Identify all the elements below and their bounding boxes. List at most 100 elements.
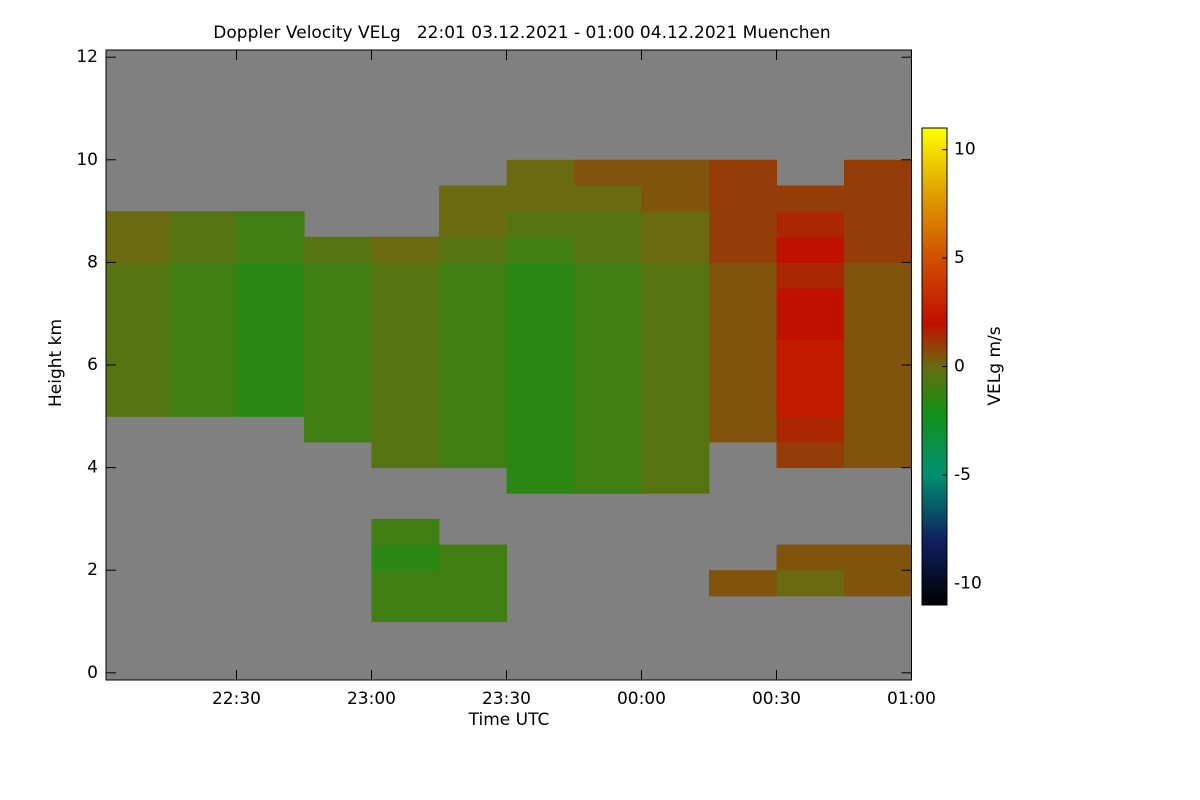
heatmap-cell	[168, 236, 237, 263]
heatmap-cell	[106, 313, 170, 340]
heatmap-cell	[236, 313, 305, 340]
heatmap-cell	[641, 365, 710, 392]
heatmap-cell	[843, 313, 912, 340]
heatmap-cell	[506, 339, 575, 366]
heatmap-cell	[236, 390, 305, 417]
heatmap-cell	[573, 467, 642, 494]
heatmap-cell	[371, 441, 440, 469]
heatmap-cell	[708, 390, 777, 417]
heatmap-cell	[438, 570, 507, 597]
heatmap-cell	[641, 211, 710, 238]
heatmap-cell	[303, 288, 372, 315]
heatmap-cell	[641, 416, 710, 443]
heatmap-cell	[438, 339, 507, 366]
heatmap-cell	[236, 288, 305, 315]
heatmap-cell	[843, 390, 912, 417]
y-tick-label: 4	[87, 458, 98, 478]
heatmap-cell	[843, 159, 912, 186]
heatmap-cell	[641, 390, 710, 417]
heatmap-cell	[168, 339, 237, 366]
heatmap-cell	[303, 262, 372, 289]
heatmap-cell	[843, 288, 912, 315]
heatmap-cell	[573, 236, 642, 263]
heatmap-cell	[438, 416, 507, 443]
heatmap-cell	[371, 288, 440, 315]
heatmap-cell	[843, 570, 912, 597]
y-tick-label: 12	[76, 47, 98, 67]
heatmap-cell	[708, 313, 777, 340]
heatmap-cell	[776, 262, 845, 289]
heatmap-cell	[843, 416, 912, 443]
x-tick-label: 00:30	[752, 689, 801, 709]
heatmap-cell	[438, 365, 507, 392]
heatmap-cell	[106, 365, 170, 392]
heatmap-cell	[776, 416, 845, 443]
heatmap-cell	[303, 416, 372, 443]
heatmap-cell	[708, 236, 777, 263]
heatmap-cell	[371, 416, 440, 443]
colorbar-tick-label: 0	[954, 357, 965, 377]
heatmap-cell	[843, 185, 912, 212]
heatmap-cell	[371, 262, 440, 289]
heatmap-cell	[776, 544, 845, 571]
heatmap-cell	[438, 288, 507, 315]
heatmap-cell	[641, 313, 710, 340]
heatmap-cell	[236, 262, 305, 289]
heatmap-cell	[573, 339, 642, 366]
heatmap-cell	[573, 441, 642, 469]
y-tick-label: 6	[87, 355, 98, 375]
heatmap-cell	[506, 236, 575, 263]
heatmap-cell	[843, 236, 912, 263]
heatmap-cell	[506, 467, 575, 494]
heatmap-cell	[303, 236, 372, 263]
heatmap-cell	[641, 339, 710, 366]
heatmap-cell	[236, 365, 305, 392]
heatmap-cell	[168, 390, 237, 417]
heatmap-cell	[506, 365, 575, 392]
colorbar-tick-label: -10	[954, 573, 982, 593]
y-axis-label: Height km	[46, 319, 66, 407]
heatmap-cell	[168, 262, 237, 289]
heatmap-cell	[708, 416, 777, 443]
x-tick-label: 23:00	[347, 689, 396, 709]
heatmap-cell	[236, 236, 305, 263]
heatmap-cell	[843, 262, 912, 289]
heatmap-cell	[776, 288, 845, 315]
heatmap-cell	[776, 570, 845, 597]
heatmap-cell	[776, 441, 845, 469]
chart-title: Doppler Velocity VELg 22:01 03.12.2021 -…	[213, 23, 830, 43]
heatmap-cell	[708, 288, 777, 315]
heatmap-cell	[371, 570, 440, 597]
heatmap-cell	[843, 211, 912, 238]
heatmap-cell	[641, 288, 710, 315]
y-tick-label: 2	[87, 560, 98, 580]
heatmap-cell	[371, 365, 440, 392]
heatmap-cell	[708, 570, 777, 597]
colorbar-label: VELg m/s	[985, 326, 1005, 405]
heatmap-cell	[708, 365, 777, 392]
heatmap-cell	[776, 211, 845, 238]
heatmap-cell	[573, 288, 642, 315]
heatmap-cell	[303, 313, 372, 340]
heatmap-cell	[573, 211, 642, 238]
x-axis-label: Time UTC	[468, 710, 550, 730]
heatmap-cell	[106, 339, 170, 366]
heatmap-cell	[776, 365, 845, 392]
heatmap-cell	[438, 313, 507, 340]
heatmap-cell	[708, 339, 777, 366]
heatmap-cell	[106, 288, 170, 315]
heatmap-cell	[843, 339, 912, 366]
heatmap-cell	[106, 262, 170, 289]
x-tick-label: 23:30	[482, 689, 531, 709]
heatmap-cell	[776, 236, 845, 263]
heatmap-cell	[708, 159, 777, 186]
heatmap-cell	[438, 211, 507, 238]
heatmap-cell	[438, 441, 507, 469]
heatmap-cell	[641, 467, 710, 494]
heatmap-cell	[506, 185, 575, 212]
heatmap-cell	[371, 313, 440, 340]
heatmap-cell	[506, 313, 575, 340]
colorbar-tick-label: 10	[954, 140, 976, 160]
heatmap-cell	[371, 544, 440, 571]
